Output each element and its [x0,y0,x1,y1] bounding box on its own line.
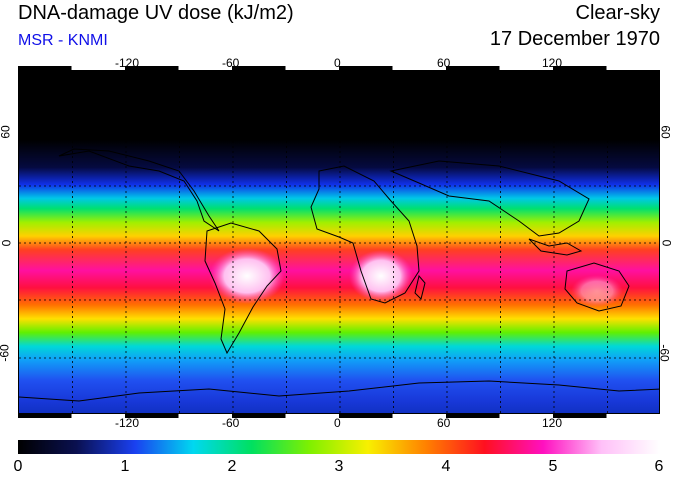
coastlines [19,148,659,402]
graticule [19,71,659,413]
lon-tick-bottom: -120 [115,416,140,430]
scale-label: 4 [441,458,451,475]
scale-label: 0 [13,458,23,475]
lon-tick-top: 0 [334,56,341,70]
bottom-border-ticks [18,414,607,418]
hotspot-south-america [209,248,285,304]
top-border-ticks [18,66,607,70]
lat-tick-left: 60 [0,125,13,139]
hotspot-australia [571,275,623,307]
uv-dose-map [18,70,660,414]
lat-tick-right: 60 [658,125,673,139]
lon-tick-bottom: 0 [334,416,341,430]
lon-tick-bottom: -60 [222,416,240,430]
hotspot-africa [349,250,413,302]
scale-label: 1 [120,458,130,475]
date-label: 17 December 1970 [489,28,660,50]
lon-tick-bottom: 120 [542,416,563,430]
source-label: MSR - KNMI [18,32,108,49]
lon-tick-bottom: 60 [437,416,451,430]
sky-condition: Clear-sky [575,2,660,24]
lat-tick-left: 0 [0,239,14,247]
map-title: DNA-damage UV dose (kJ/m2) [18,2,294,24]
scale-label: 2 [227,458,237,475]
scale-label: 3 [334,458,344,475]
scale-label: 6 [654,458,664,475]
uv-field [19,71,659,413]
color-scale-bar [18,440,660,454]
lat-tick-left: -60 [0,344,12,362]
lat-tick-right: 0 [659,239,674,247]
map-canvas [19,71,659,413]
scale-label: 5 [548,458,558,475]
